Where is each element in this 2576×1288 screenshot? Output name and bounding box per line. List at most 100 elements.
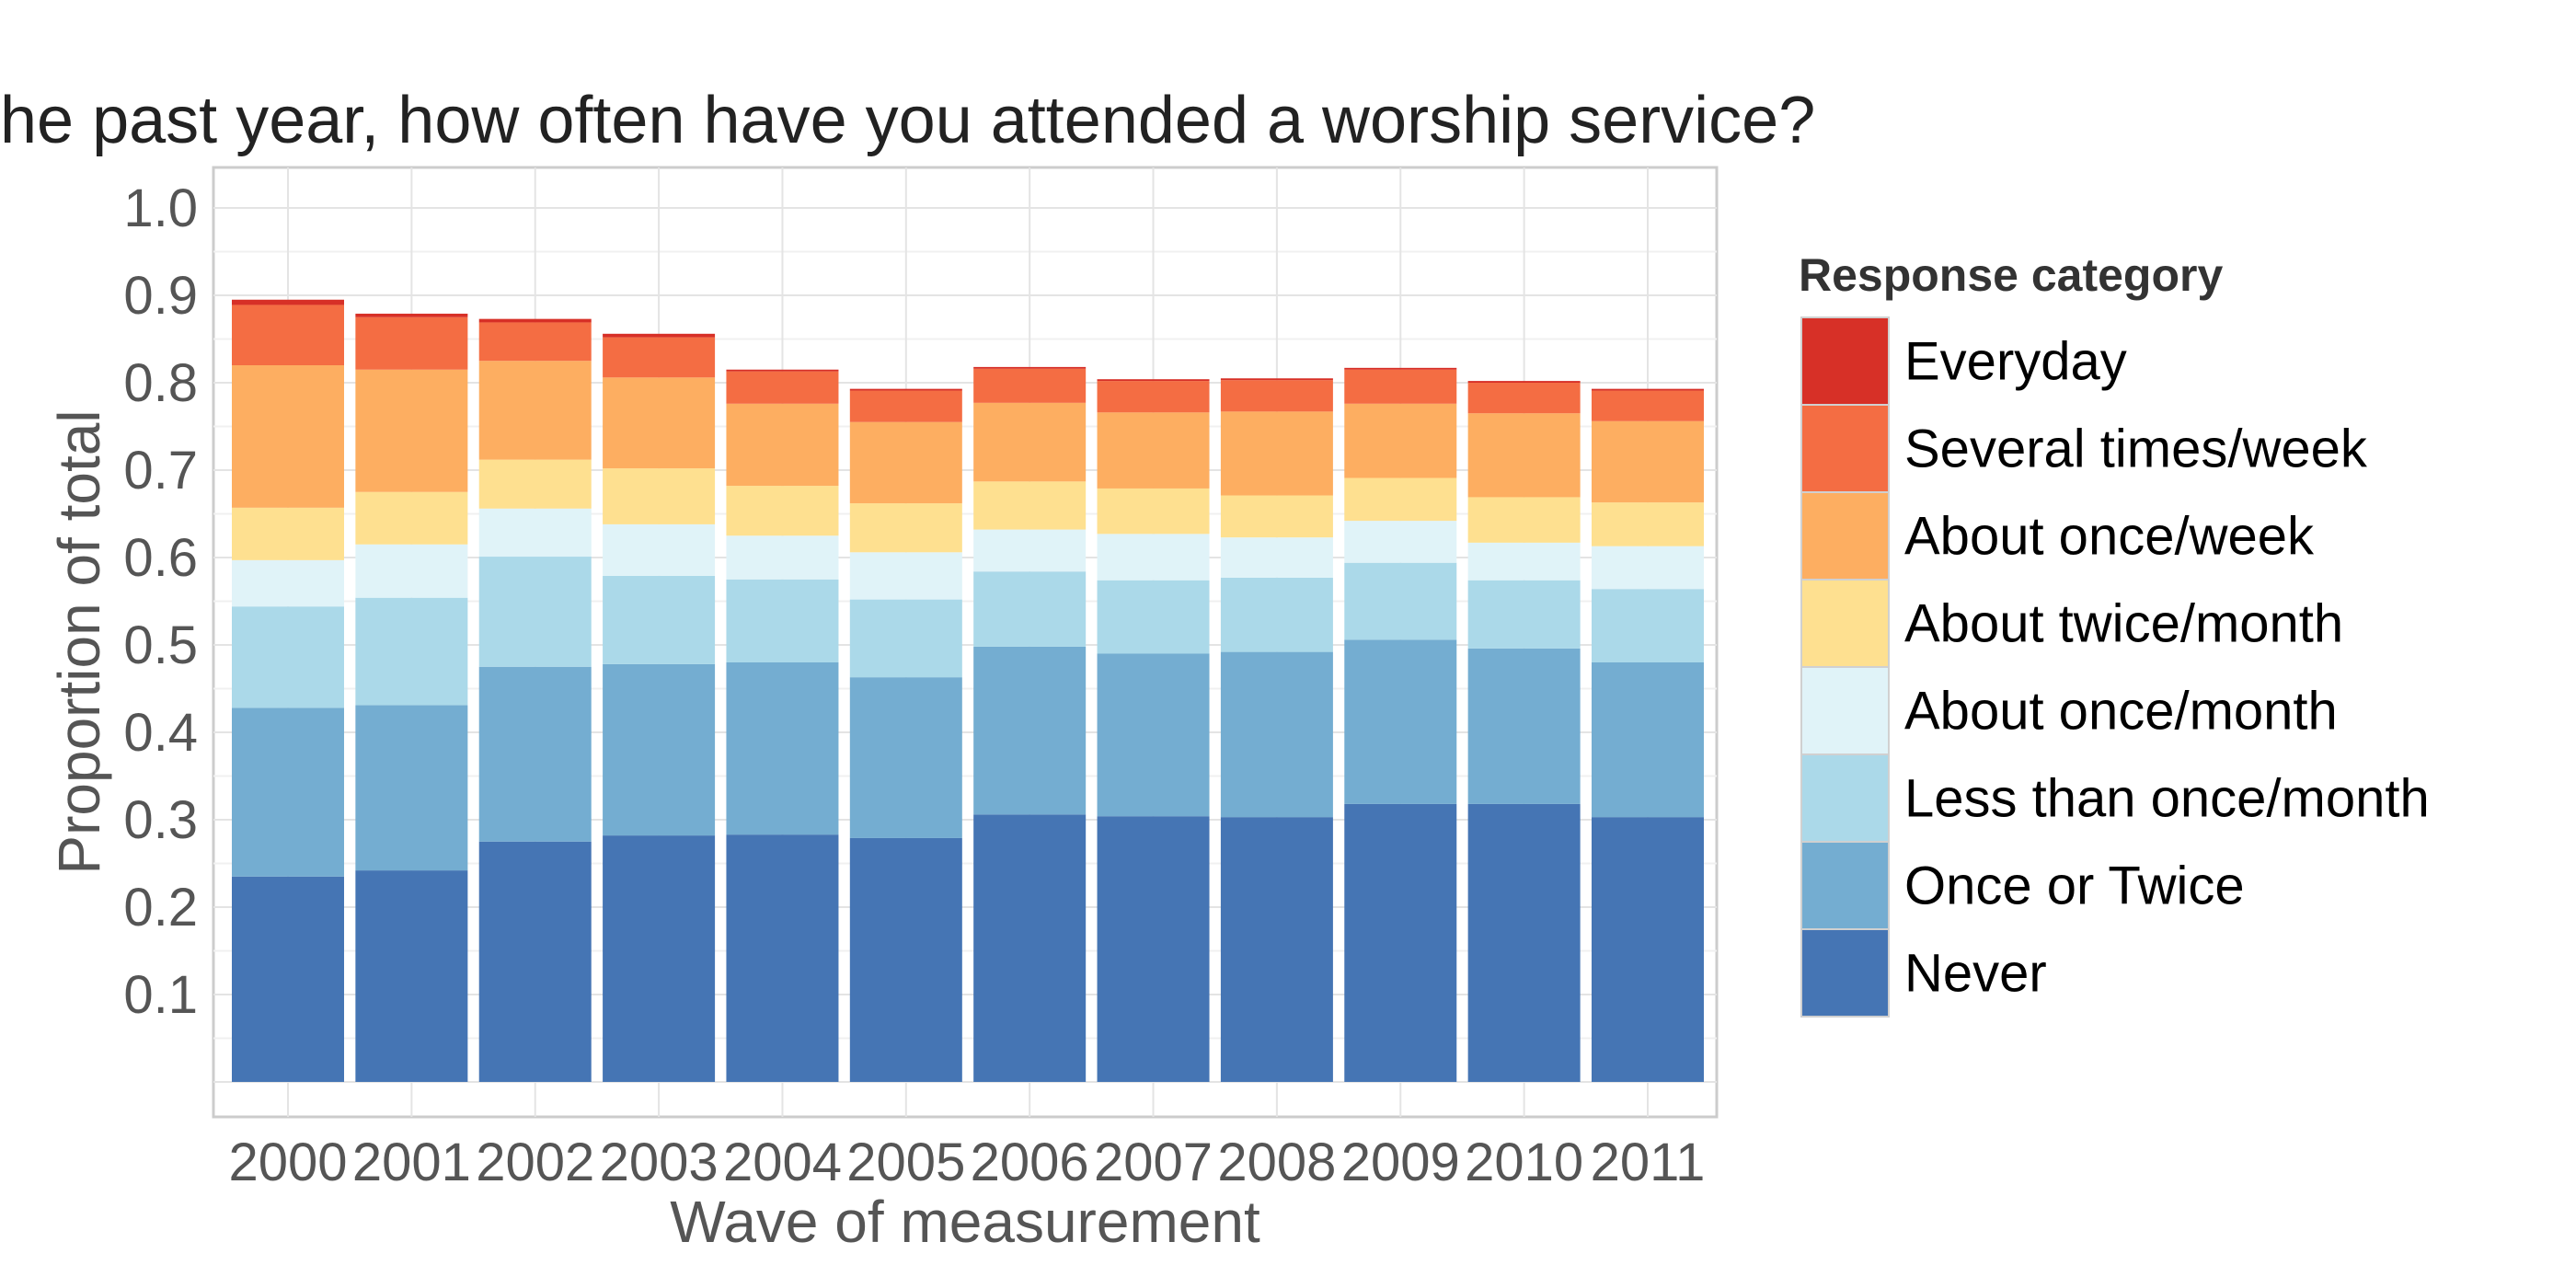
bar-segment — [1220, 380, 1333, 412]
bar-segment — [849, 503, 962, 553]
legend-key — [1800, 753, 1890, 843]
bar-segment — [603, 337, 716, 378]
x-tick-label: 2002 — [476, 1133, 594, 1192]
y-tick-label: 0.6 — [123, 528, 198, 588]
x-tick-label: 2004 — [723, 1133, 842, 1192]
y-tick-label: 0.5 — [123, 615, 198, 675]
legend-label: Never — [1904, 944, 2047, 1004]
bar-segment — [232, 299, 344, 305]
y-tick-label: 0.7 — [123, 441, 198, 500]
legend-label: Several times/week — [1904, 420, 2368, 479]
bar-segment — [726, 834, 839, 1082]
x-tick-label: 2009 — [1341, 1133, 1460, 1192]
bar-segment — [726, 369, 839, 372]
bar-segment — [478, 322, 592, 362]
bar-segment — [232, 507, 344, 560]
bar-segment — [1592, 546, 1704, 590]
legend: Response category Everyday Several times/… — [1799, 249, 2430, 1018]
bar-segment — [726, 579, 839, 662]
y-tick-label: 0.3 — [123, 790, 198, 850]
bar-segment — [478, 459, 592, 509]
y-axis-title: Proportion of total — [46, 409, 112, 874]
x-tick-label: 2010 — [1465, 1133, 1583, 1192]
bar-segment — [726, 403, 839, 487]
bar-stacks — [232, 299, 1704, 1082]
bar-segment — [355, 491, 468, 545]
bar-segment — [603, 523, 716, 576]
bar-segment — [1097, 534, 1210, 581]
legend-title: Response category — [1799, 249, 2223, 301]
bar-segment — [478, 557, 592, 667]
bar-segment — [603, 663, 716, 836]
legend-label: About twice/month — [1904, 594, 2343, 654]
bar-segment — [1467, 648, 1581, 804]
bar-segment — [726, 486, 839, 536]
bar-segment — [603, 575, 716, 664]
bar-segment — [355, 597, 468, 706]
bar-segment — [1467, 803, 1581, 1082]
bar-segment — [1097, 379, 1210, 382]
chart-title: the past year, how often have you attend… — [0, 84, 1815, 157]
bar-segment — [232, 707, 344, 877]
bar-segment — [973, 366, 1087, 369]
bar-segment — [849, 552, 962, 600]
x-axis-ticks: 2000 2001 2002 2003 2004 2005 2006 2007 2008 2009… — [228, 1133, 1705, 1192]
bar-segment — [849, 677, 962, 838]
x-tick-label: 2011 — [1591, 1133, 1706, 1192]
bar-segment — [232, 876, 344, 1082]
legend-label: Once or Twice — [1904, 857, 2245, 916]
legend-label: About once/month — [1904, 682, 2338, 742]
legend-label: Everyday — [1904, 332, 2127, 392]
bar-segment — [355, 316, 468, 370]
bar-segment — [355, 313, 468, 317]
y-axis-ticks: 0.1 0.2 0.3 0.4 0.5 0.6 0.7 0.8 0.9 1.0 — [123, 178, 198, 1025]
bar-segment — [1097, 816, 1210, 1082]
bar-segment — [355, 870, 468, 1082]
bar-segment — [355, 369, 468, 492]
bar-segment — [232, 606, 344, 708]
x-axis-title: Wave of measurement — [670, 1189, 1260, 1255]
x-tick-label: 2008 — [1217, 1133, 1336, 1192]
bar-segment — [1344, 803, 1457, 1082]
bar-segment — [1097, 653, 1210, 817]
bar-segment — [1592, 662, 1704, 818]
bar-segment — [1592, 502, 1704, 546]
legend-key — [1800, 579, 1890, 668]
bar-segment — [355, 705, 468, 871]
bar-segment — [1592, 817, 1704, 1082]
bar-segment — [1097, 381, 1210, 413]
bar-segment — [726, 535, 839, 580]
legend-key — [1800, 666, 1890, 755]
bar-segment — [849, 390, 962, 422]
bar-segment — [849, 599, 962, 678]
bar-segment — [973, 646, 1087, 815]
bar-segment — [478, 318, 592, 323]
bar-segment — [603, 468, 716, 524]
bar-segment — [1592, 388, 1704, 391]
bar-segment — [1344, 639, 1457, 804]
bar-segment — [726, 371, 839, 404]
legend-items: Everyday Several times/week About once/wee… — [1800, 316, 2430, 1018]
x-tick-label: 2007 — [1094, 1133, 1213, 1192]
bar-segment — [1467, 580, 1581, 649]
bar-segment — [478, 361, 592, 460]
y-tick-label: 0.1 — [123, 965, 198, 1025]
y-tick-label: 0.2 — [123, 878, 198, 937]
bar-segment — [603, 333, 716, 338]
legend-key — [1800, 928, 1890, 1018]
bar-segment — [1592, 420, 1704, 503]
bar-segment — [1467, 383, 1581, 414]
bar-segment — [1097, 488, 1210, 535]
x-tick-label: 2001 — [352, 1133, 471, 1192]
legend-key — [1800, 841, 1890, 930]
legend-key — [1800, 404, 1890, 493]
bar-segment — [1344, 562, 1457, 640]
bar-segment — [1467, 542, 1581, 581]
bar-segment — [973, 571, 1087, 647]
bar-segment — [232, 559, 344, 607]
bar-segment — [1220, 411, 1333, 496]
bar-segment — [1097, 580, 1210, 654]
bar-segment — [232, 305, 344, 365]
bar-segment — [1220, 817, 1333, 1082]
bar-segment — [849, 421, 962, 504]
